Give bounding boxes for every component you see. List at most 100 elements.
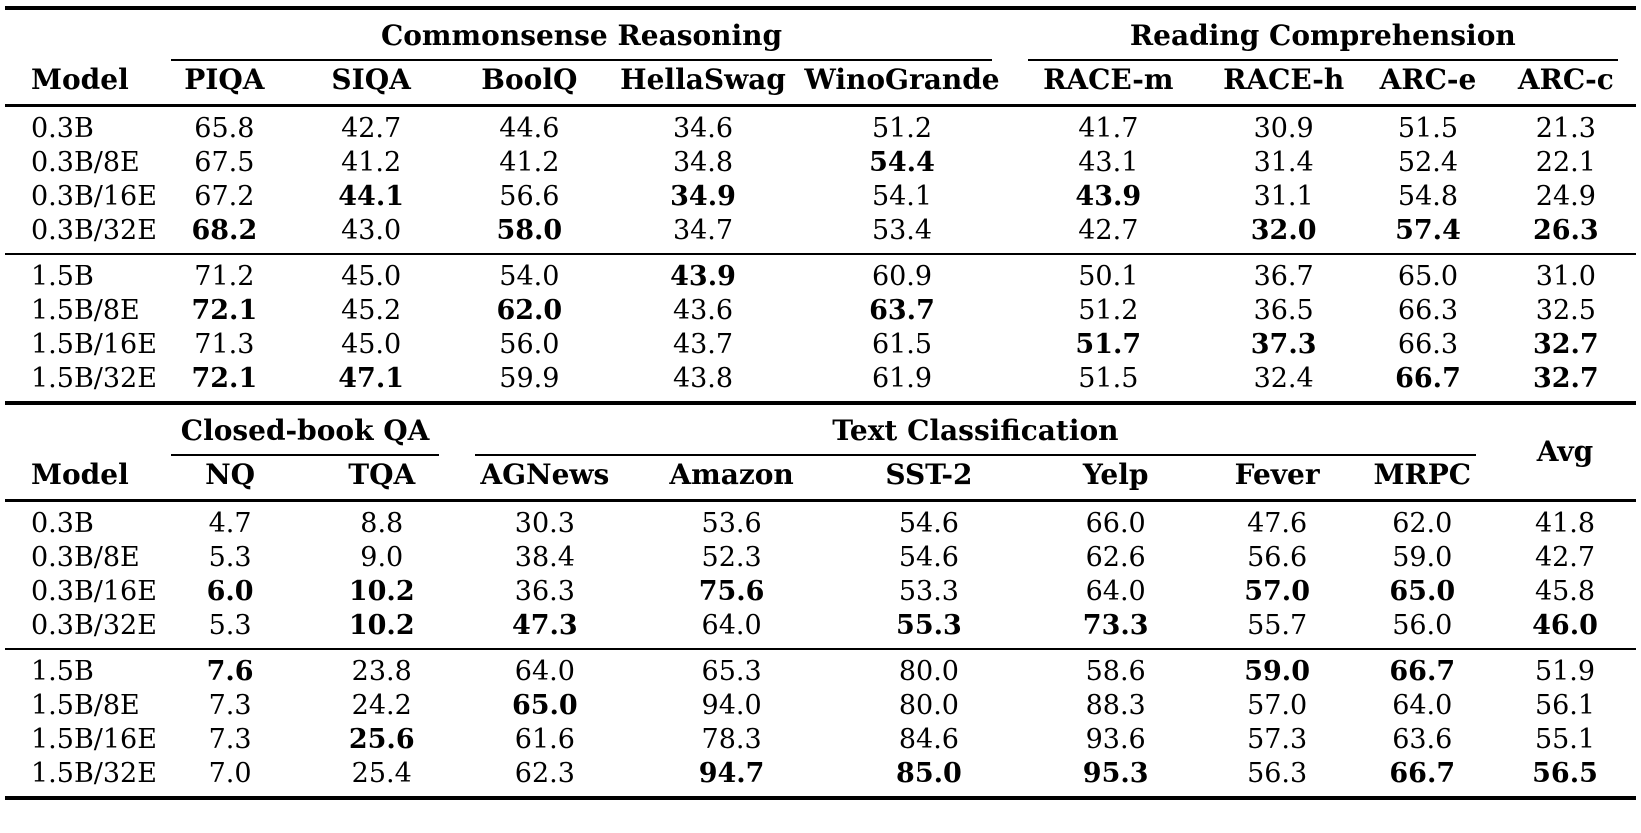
value-cell: 64.0: [701, 610, 762, 641]
column-header-hellaswag: HellaSwag: [620, 63, 786, 96]
value-cell-best: 25.6: [348, 724, 415, 755]
value-cell-best: 66.7: [1389, 758, 1456, 789]
group-header-commonsense-reasoning: Commonsense Reasoning: [153, 8, 1009, 61]
model-cell: 0.3B: [31, 113, 94, 144]
value-cell: 54.6: [898, 508, 959, 539]
value-cell: 66.0: [1085, 508, 1146, 539]
value-cell-best: 6.0: [206, 576, 254, 607]
table-row-1-5b-8e: 1.5B/8E 72.1 45.2 62.0 43.6 63.7 51.2 36.5 66.3 3…: [5, 294, 1636, 328]
table-row-0-3b: 0.3B 65.8 42.7 44.6 34.6 51.2 41.7 30.9 51.5 21.3: [5, 106, 1636, 147]
value-cell: 8.8: [360, 508, 404, 539]
value-cell: 4.7: [208, 508, 252, 539]
value-cell: 34.6: [672, 113, 734, 144]
column-header-race-m: RACE-m: [1043, 63, 1174, 96]
value-cell: 9.0: [360, 542, 404, 573]
value-cell-best: 10.2: [348, 576, 415, 607]
value-cell: 71.3: [194, 329, 255, 360]
value-cell: 41.2: [499, 147, 560, 178]
value-cell: 66.3: [1397, 295, 1459, 326]
value-cell-best: 54.4: [869, 147, 935, 178]
value-cell: 36.3: [514, 576, 575, 607]
value-cell: 58.6: [1085, 656, 1146, 687]
value-cell: 54.1: [871, 181, 933, 212]
value-cell: 41.8: [1534, 508, 1596, 539]
value-cell-best: 65.0: [511, 690, 578, 721]
model-cell: 0.3B/16E: [31, 576, 157, 607]
value-cell: 42.7: [341, 113, 402, 144]
value-cell: 56.6: [1247, 542, 1308, 573]
value-cell: 43.8: [672, 363, 734, 394]
value-cell: 56.3: [1247, 758, 1308, 789]
model-cell: 1.5B/16E: [31, 724, 157, 755]
value-cell: 53.4: [871, 215, 933, 246]
value-cell: 54.8: [1397, 181, 1459, 212]
value-cell: 65.3: [701, 656, 762, 687]
group-header-label: Reading Comprehension: [1027, 19, 1618, 61]
value-cell: 88.3: [1085, 690, 1146, 721]
value-cell: 54.0: [499, 261, 560, 292]
value-cell: 7.3: [208, 724, 252, 755]
value-cell: 65.0: [1397, 261, 1459, 292]
column-header-arc-e: ARC-e: [1379, 63, 1477, 96]
value-cell: 56.0: [1392, 610, 1453, 641]
value-cell: 63.6: [1392, 724, 1453, 755]
value-cell: 45.0: [341, 261, 402, 292]
column-header-tqa: TQA: [348, 458, 416, 491]
value-cell: 59.9: [499, 363, 560, 394]
value-cell: 7.0: [208, 758, 252, 789]
group-header-row: Closed-book QA Text Classification Avg: [5, 403, 1636, 468]
value-cell-best: 57.0: [1244, 576, 1310, 607]
model-cell: 1.5B/16E: [31, 329, 157, 360]
value-cell: 43.6: [672, 295, 734, 326]
column-header-winogrande: WinoGrande: [804, 63, 1000, 96]
value-cell: 53.3: [898, 576, 959, 607]
group-header-avg: Avg: [1494, 403, 1636, 501]
value-cell: 36.7: [1253, 261, 1314, 292]
value-cell: 50.1: [1078, 261, 1139, 292]
value-cell: 45.0: [341, 329, 402, 360]
value-cell: 55.1: [1534, 724, 1596, 755]
value-cell-best: 95.3: [1082, 758, 1149, 789]
value-cell: 31.0: [1535, 261, 1596, 292]
column-header-race-h: RACE-h: [1223, 63, 1345, 96]
value-cell: 51.9: [1534, 656, 1596, 687]
value-cell: 51.5: [1397, 113, 1459, 144]
value-cell: 51.5: [1078, 363, 1139, 394]
model-cell: 0.3B/32E: [31, 610, 157, 641]
table-row-1-5b: 1.5B 71.2 45.0 54.0 43.9 60.9 50.1 36.7 65.0 31.0: [5, 254, 1636, 294]
value-cell: 53.6: [701, 508, 762, 539]
model-cell: 1.5B: [31, 656, 94, 687]
value-cell-best: 65.0: [1389, 576, 1456, 607]
value-cell-best: 75.6: [698, 576, 765, 607]
value-cell: 80.0: [898, 656, 959, 687]
value-cell: 34.7: [672, 215, 734, 246]
column-header-mrpc: MRPC: [1373, 458, 1472, 491]
value-cell: 31.1: [1253, 181, 1314, 212]
value-cell: 56.1: [1534, 690, 1596, 721]
column-header-piqa: PIQA: [184, 63, 265, 96]
value-cell: 80.0: [898, 690, 959, 721]
value-cell: 7.3: [208, 690, 252, 721]
value-cell-best: 72.1: [191, 363, 258, 394]
value-cell: 54.6: [898, 542, 959, 573]
table-row-1-5b-8e: 1.5B/8E 7.3 24.2 65.0 94.0 80.0 88.3 57.0 64.0 56…: [5, 689, 1636, 723]
value-cell-best: 32.7: [1532, 329, 1599, 360]
value-cell: 44.6: [499, 113, 560, 144]
group-header-spacer: [5, 403, 153, 456]
value-cell-best: 66.7: [1389, 656, 1456, 687]
group-header-label: Closed-book QA: [171, 414, 439, 456]
value-cell: 52.4: [1397, 147, 1459, 178]
column-header-boolq: BoolQ: [481, 63, 578, 96]
value-cell: 62.3: [514, 758, 575, 789]
table-row-1-5b-32e: 1.5B/32E 72.1 47.1 59.9 43.8 61.9 51.5 32.4 66.7…: [5, 362, 1636, 401]
benchmark-table-commonsense-reading: Commonsense Reasoning Reading Comprehensi…: [5, 6, 1636, 401]
value-cell-best: 59.0: [1244, 656, 1310, 687]
value-cell: 5.3: [208, 542, 252, 573]
model-cell: 1.5B/32E: [31, 758, 157, 789]
value-cell: 51.2: [871, 113, 933, 144]
model-cell: 0.3B/32E: [31, 215, 157, 246]
value-cell: 43.7: [672, 329, 734, 360]
group-header-spacer: [5, 8, 153, 61]
model-cell: 1.5B: [31, 261, 94, 292]
value-cell-best: 44.1: [338, 181, 405, 212]
